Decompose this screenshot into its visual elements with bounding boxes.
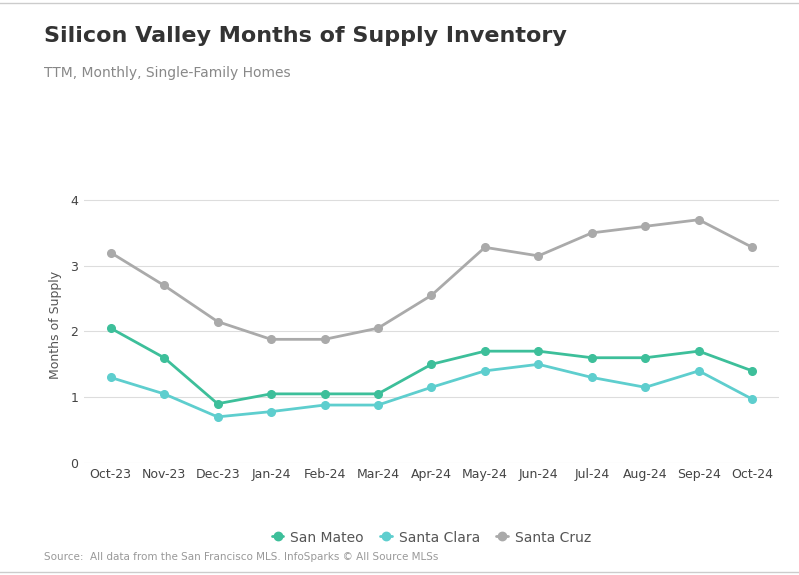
Santa Clara bbox=[373, 401, 383, 408]
Santa Cruz bbox=[641, 223, 650, 230]
Legend: San Mateo, Santa Clara, Santa Cruz: San Mateo, Santa Clara, Santa Cruz bbox=[272, 531, 590, 545]
San Mateo bbox=[373, 390, 383, 397]
Santa Clara bbox=[748, 396, 757, 402]
San Mateo bbox=[480, 348, 490, 355]
Santa Clara bbox=[480, 367, 490, 374]
Line: San Mateo: San Mateo bbox=[107, 324, 756, 408]
Santa Cruz bbox=[320, 336, 329, 343]
Santa Clara bbox=[641, 384, 650, 391]
Text: TTM, Monthly, Single-Family Homes: TTM, Monthly, Single-Family Homes bbox=[44, 66, 291, 80]
Santa Clara bbox=[534, 361, 543, 368]
Y-axis label: Months of Supply: Months of Supply bbox=[49, 271, 62, 379]
Santa Clara bbox=[105, 374, 115, 381]
Santa Cruz bbox=[587, 229, 597, 236]
Santa Cruz bbox=[748, 244, 757, 251]
Santa Clara bbox=[266, 408, 276, 415]
Santa Cruz bbox=[266, 336, 276, 343]
Santa Cruz bbox=[373, 325, 383, 332]
San Mateo bbox=[534, 348, 543, 355]
Santa Clara bbox=[427, 384, 436, 391]
Line: Santa Clara: Santa Clara bbox=[107, 361, 756, 421]
Santa Clara bbox=[213, 413, 222, 420]
San Mateo bbox=[694, 348, 704, 355]
San Mateo bbox=[105, 325, 115, 332]
San Mateo bbox=[427, 361, 436, 368]
San Mateo bbox=[266, 390, 276, 397]
Text: Silicon Valley Months of Supply Inventory: Silicon Valley Months of Supply Inventor… bbox=[44, 26, 566, 46]
Santa Cruz bbox=[213, 318, 222, 325]
Santa Clara bbox=[320, 401, 329, 408]
Santa Cruz bbox=[534, 252, 543, 259]
Santa Clara bbox=[694, 367, 704, 374]
San Mateo bbox=[213, 400, 222, 407]
San Mateo bbox=[641, 354, 650, 361]
Line: Santa Cruz: Santa Cruz bbox=[107, 216, 756, 343]
Santa Cruz bbox=[159, 282, 169, 289]
San Mateo bbox=[748, 367, 757, 374]
San Mateo bbox=[159, 354, 169, 361]
Santa Clara bbox=[587, 374, 597, 381]
Santa Cruz bbox=[427, 292, 436, 299]
Santa Cruz bbox=[105, 249, 115, 256]
Santa Cruz bbox=[694, 216, 704, 223]
San Mateo bbox=[587, 354, 597, 361]
Santa Cruz bbox=[480, 244, 490, 251]
Santa Clara bbox=[159, 390, 169, 397]
Text: Source:  All data from the San Francisco MLS. InfoSparks © All Source MLSs: Source: All data from the San Francisco … bbox=[44, 553, 439, 562]
San Mateo bbox=[320, 390, 329, 397]
